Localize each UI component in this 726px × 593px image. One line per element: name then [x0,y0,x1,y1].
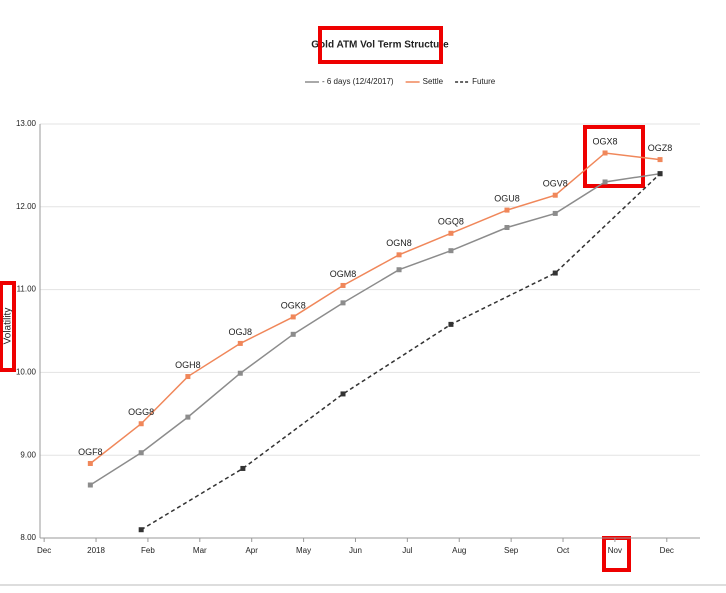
point-label: OGV8 [543,179,568,189]
point-label: OGZ8 [648,143,673,153]
y-tick-label: 11.00 [17,285,37,294]
y-tick-label: 9.00 [20,450,36,459]
x-tick-label: Oct [557,546,570,555]
x-tick-label: Mar [193,546,207,555]
x-tick-label: Dec [660,546,674,555]
series-line [140,173,661,531]
data-point [340,282,346,288]
data-point [448,248,454,254]
point-label: OGX8 [593,136,618,146]
y-tick-label: 13.00 [16,119,37,128]
data-point [657,157,663,163]
data-point [87,482,93,488]
data-point [552,270,558,276]
data-point [138,421,144,427]
data-point [240,465,246,471]
series-line [89,152,661,465]
point-label: OGH8 [175,360,201,370]
data-point [185,414,191,420]
data-point [504,225,510,230]
y-tick-label: 8.00 [20,533,36,542]
data-point [448,321,454,327]
legend: - 6 days (12/4/2017) Settle Future [305,77,496,86]
chart-title: Gold ATM Vol Term Structure [311,40,449,51]
data-point [290,331,296,337]
y-tick-label: 12.00 [16,202,37,211]
x-tick-label: Nov [608,546,622,555]
point-label: OGK8 [281,300,306,310]
data-point [340,300,346,306]
series-line [89,172,661,486]
data-point [448,230,454,236]
point-label: OGF8 [78,447,103,457]
data-point [185,374,191,380]
data-point [237,370,243,376]
y-tick-label: 10.00 [16,368,37,377]
x-tick-label: Sep [504,546,519,555]
data-point [290,314,296,320]
data-point [237,340,243,346]
highlight-box [0,281,16,372]
data-point [340,391,346,397]
highlight-box [318,26,443,64]
point-label: OGM8 [330,269,357,279]
legend-label: - 6 days (12/4/2017) [322,77,394,86]
data-point [87,460,93,466]
legend-label: Future [472,77,496,86]
x-tick-label: Dec [37,546,51,555]
x-tick-label: May [296,546,311,555]
data-point [138,527,144,533]
point-label: OGN8 [386,238,412,248]
data-point [552,210,558,216]
point-label: OGU8 [494,193,520,203]
data-point [552,192,558,198]
data-point [602,150,608,156]
data-point [396,252,402,258]
data-point [504,207,510,213]
y-axis-label: Volatility [3,308,14,345]
x-tick-label: Jul [402,546,412,555]
data-point [396,267,402,273]
x-tick-label: Aug [452,546,466,555]
legend-label: Settle [423,77,444,86]
x-tick-label: Jun [349,546,362,555]
data-point [657,171,663,177]
data-point [602,179,608,185]
x-tick-label: Apr [245,546,258,555]
x-tick-label: 2018 [87,546,105,555]
point-label: OGQ8 [438,217,464,227]
x-tick-label: Feb [141,546,155,555]
point-label: OGJ8 [229,327,253,337]
data-point [138,450,144,456]
highlight-box [583,125,645,188]
point-label: OGG8 [128,407,154,417]
